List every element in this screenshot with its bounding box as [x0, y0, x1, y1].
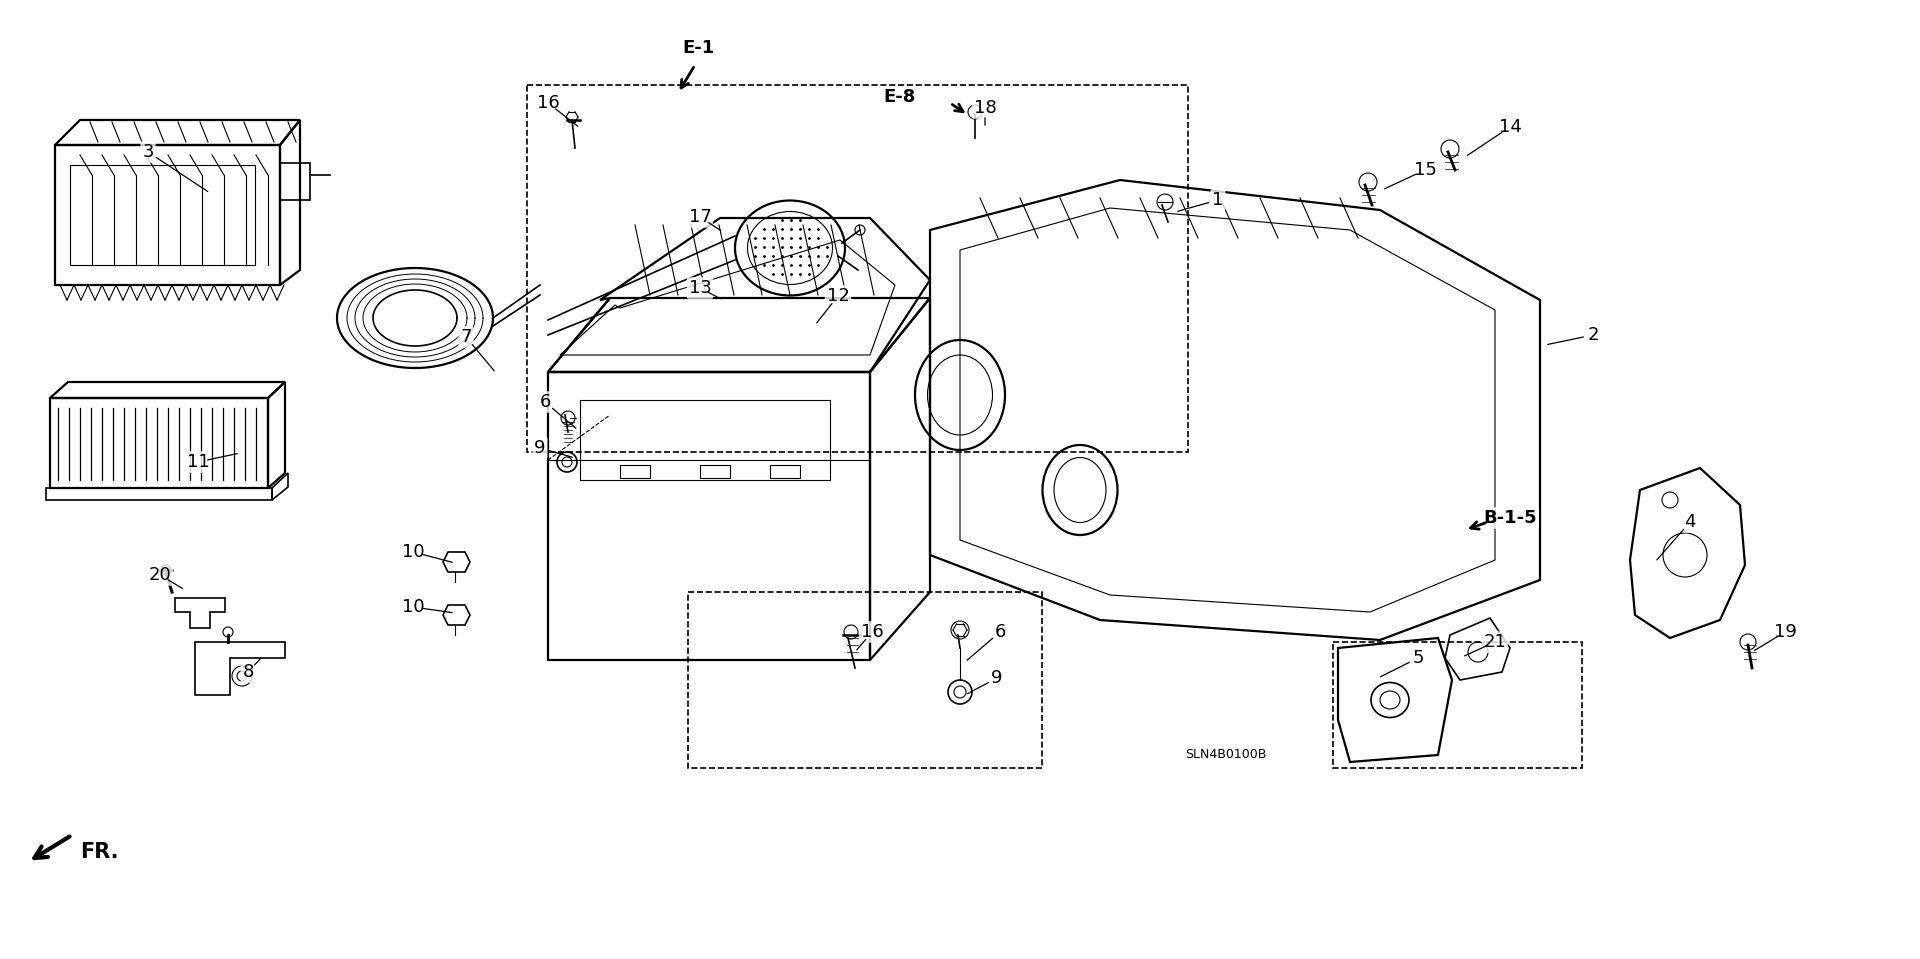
Text: 11: 11 [186, 453, 209, 471]
Text: 16: 16 [860, 623, 883, 641]
Text: 9: 9 [991, 669, 1002, 687]
Bar [687, 592, 1043, 768]
Text: B-1-5: B-1-5 [1482, 509, 1536, 527]
Text: SLN4B0100B: SLN4B0100B [1185, 749, 1267, 761]
Text: 6: 6 [540, 393, 551, 411]
Text: 7: 7 [461, 328, 472, 346]
Text: 2: 2 [1588, 326, 1599, 344]
Text: 13: 13 [689, 279, 712, 297]
Text: 18: 18 [973, 99, 996, 117]
Text: 5: 5 [1413, 649, 1425, 667]
Text: 21: 21 [1484, 633, 1507, 651]
Bar [1332, 642, 1582, 768]
Text: FR.: FR. [81, 842, 119, 862]
Text: 10: 10 [401, 598, 424, 616]
Text: E-1: E-1 [682, 39, 714, 57]
Text: 19: 19 [1774, 623, 1797, 641]
Text: E-8: E-8 [883, 88, 916, 106]
Text: 6: 6 [995, 623, 1006, 641]
Text: 9: 9 [534, 439, 545, 457]
Text: 20: 20 [148, 566, 171, 584]
Text: 8: 8 [242, 663, 253, 681]
Bar [526, 85, 1188, 452]
Text: 3: 3 [142, 143, 154, 161]
Text: 14: 14 [1500, 118, 1521, 136]
Text: 15: 15 [1413, 161, 1436, 179]
Text: 16: 16 [536, 94, 559, 112]
Text: 12: 12 [828, 287, 849, 305]
Text: 17: 17 [689, 208, 712, 226]
Text: 10: 10 [401, 543, 424, 561]
Text: 4: 4 [1684, 513, 1695, 531]
Text: 1: 1 [1212, 191, 1223, 209]
